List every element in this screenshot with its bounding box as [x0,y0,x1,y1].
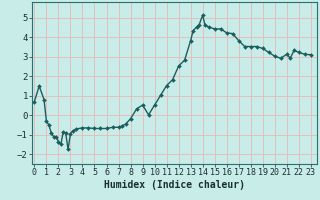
X-axis label: Humidex (Indice chaleur): Humidex (Indice chaleur) [104,180,245,190]
